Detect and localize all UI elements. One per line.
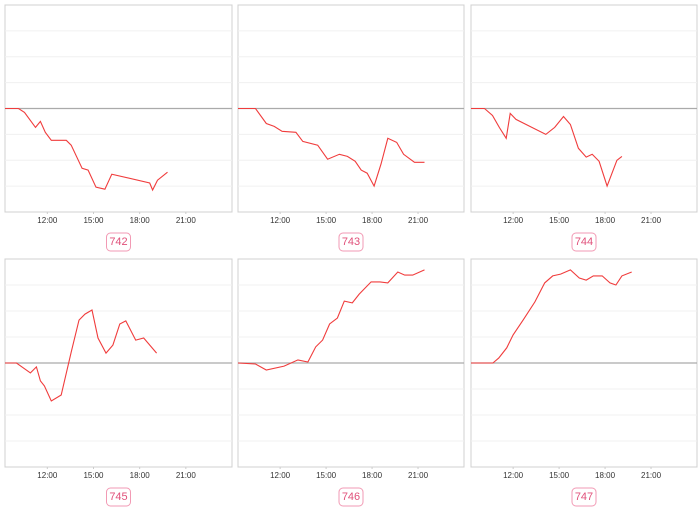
label-badge <box>106 487 131 507</box>
price-line <box>471 107 623 188</box>
x-tick-label: 12:00 <box>37 216 58 225</box>
x-tick-label: 21:00 <box>641 216 662 225</box>
label-text: 746 <box>342 491 360 503</box>
x-tick-label: 15:00 <box>83 471 104 480</box>
price-line <box>471 269 632 364</box>
x-tick-label: 21:00 <box>176 471 197 480</box>
x-tick-label: 18:00 <box>130 216 151 225</box>
label-text: 745 <box>109 491 127 503</box>
label-badge <box>338 487 364 507</box>
x-tick-label: 15:00 <box>83 216 104 225</box>
x-tick-label: 15:00 <box>316 471 337 480</box>
x-tick-label: 18:00 <box>130 471 151 480</box>
x-tick-label: 15:00 <box>549 216 570 225</box>
x-tick-label: 18:00 <box>595 216 616 225</box>
label-text: 744 <box>575 236 593 248</box>
x-tick-label: 12:00 <box>503 216 524 225</box>
label-text: 747 <box>575 491 593 503</box>
x-tick-label: 18:00 <box>362 216 383 225</box>
label-text: 742 <box>109 236 127 248</box>
x-tick-label: 21:00 <box>641 471 662 480</box>
x-tick-label: 12:00 <box>270 471 291 480</box>
price-line <box>237 269 425 371</box>
x-tick-label: 15:00 <box>549 471 570 480</box>
x-tick-label: 21:00 <box>176 216 197 225</box>
x-tick-label: 12:00 <box>503 471 524 480</box>
x-tick-label: 15:00 <box>316 216 337 225</box>
label-badge <box>106 232 131 252</box>
label-badge <box>571 487 597 507</box>
x-tick-label: 12:00 <box>270 216 291 225</box>
label-badge <box>571 232 597 252</box>
price-line <box>5 107 168 192</box>
x-tick-label: 21:00 <box>408 471 429 480</box>
price-line <box>5 309 158 402</box>
label-badge <box>338 232 364 252</box>
x-tick-label: 12:00 <box>37 471 58 480</box>
x-tick-label: 18:00 <box>362 471 383 480</box>
x-tick-label: 18:00 <box>595 471 616 480</box>
price-line <box>238 107 425 188</box>
label-text: 743 <box>342 236 360 248</box>
x-tick-label: 21:00 <box>408 216 429 225</box>
